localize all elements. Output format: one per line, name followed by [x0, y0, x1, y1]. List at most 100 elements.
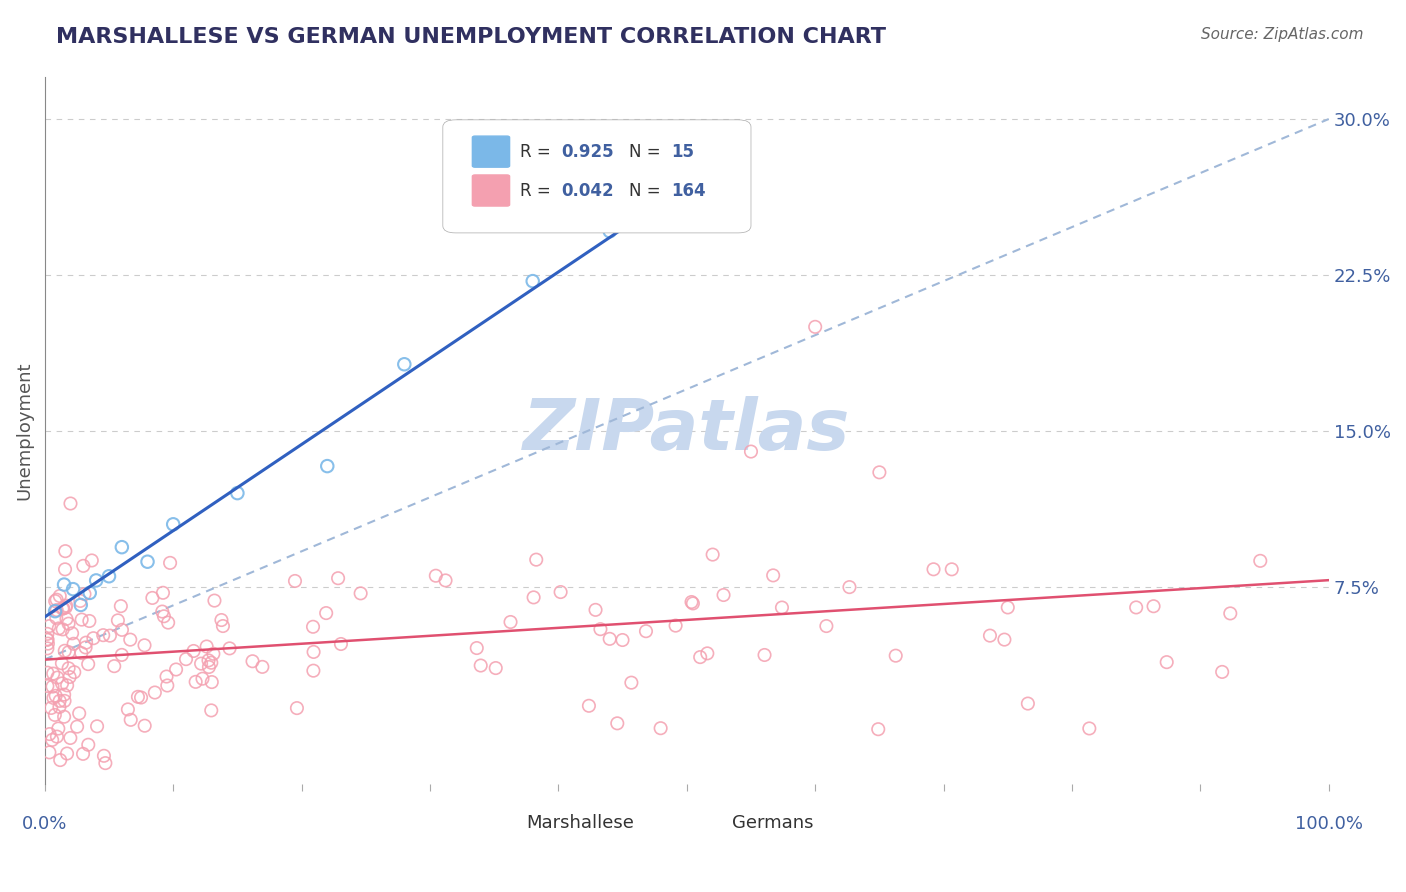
Point — [42, 666, 65, 681]
Point — [770, 600, 793, 615]
Point — [52, 623, 75, 637]
Text: Marshallese: Marshallese — [526, 814, 634, 832]
Point — [1125, 600, 1147, 615]
Point — [868, 722, 890, 736]
Point — [37, 627, 59, 641]
Point — [48, 622, 70, 636]
Point — [103, 659, 125, 673]
Point — [612, 633, 634, 648]
Point — [51, 676, 73, 690]
Point — [94, 756, 117, 771]
Text: R =: R = — [520, 181, 555, 200]
Point — [682, 596, 704, 610]
Point — [204, 593, 226, 607]
Point — [197, 653, 219, 667]
Point — [48, 700, 70, 714]
Point — [70, 613, 93, 627]
Point — [41, 680, 63, 694]
Point — [53, 688, 76, 702]
Point — [941, 562, 963, 576]
Point — [55, 612, 77, 626]
Text: 0.042: 0.042 — [561, 181, 613, 200]
Point — [316, 459, 339, 474]
Point — [585, 603, 607, 617]
Point — [77, 657, 100, 672]
FancyBboxPatch shape — [479, 807, 516, 838]
Point — [620, 675, 643, 690]
Point — [37, 632, 59, 647]
Point — [465, 641, 488, 656]
Point — [37, 637, 59, 651]
Point — [159, 556, 181, 570]
Point — [84, 574, 107, 588]
Point — [470, 658, 492, 673]
Point — [45, 603, 67, 617]
Point — [62, 637, 84, 651]
Point — [141, 591, 163, 605]
Point — [153, 609, 176, 624]
Point — [134, 719, 156, 733]
Point — [302, 664, 325, 678]
Point — [41, 732, 63, 747]
Point — [612, 174, 634, 188]
Point — [226, 486, 249, 500]
Point — [38, 745, 60, 759]
Point — [329, 637, 352, 651]
Point — [191, 672, 214, 686]
Point — [1249, 554, 1271, 568]
Point — [45, 689, 67, 703]
Point — [53, 710, 76, 724]
Point — [550, 585, 572, 599]
Point — [53, 577, 76, 591]
Point — [702, 548, 724, 562]
Point — [156, 678, 179, 692]
Point — [868, 466, 890, 480]
Point — [200, 656, 222, 670]
Point — [51, 657, 73, 671]
Point — [838, 580, 860, 594]
Text: R =: R = — [520, 143, 555, 161]
Point — [42, 690, 65, 705]
Point — [165, 663, 187, 677]
Point — [425, 568, 447, 582]
Point — [52, 601, 75, 615]
Point — [79, 586, 101, 600]
Point — [77, 738, 100, 752]
Point — [242, 654, 264, 668]
Point — [696, 646, 718, 660]
Point — [302, 645, 325, 659]
Point — [48, 694, 70, 708]
Point — [315, 606, 337, 620]
Point — [127, 690, 149, 704]
Point — [1156, 655, 1178, 669]
Point — [202, 647, 225, 661]
Point — [45, 592, 67, 607]
Point — [134, 638, 156, 652]
Point — [98, 569, 121, 583]
Point — [184, 674, 207, 689]
Point — [150, 605, 173, 619]
Point — [66, 720, 89, 734]
Point — [72, 747, 94, 761]
FancyBboxPatch shape — [443, 120, 751, 233]
Point — [1017, 697, 1039, 711]
Point — [350, 586, 373, 600]
Point — [183, 644, 205, 658]
Point — [58, 616, 80, 631]
Point — [75, 640, 97, 655]
Point — [155, 669, 177, 683]
Point — [69, 594, 91, 608]
Point — [46, 722, 69, 736]
Point — [129, 690, 152, 705]
Point — [59, 496, 82, 510]
Point — [73, 587, 96, 601]
Point — [997, 600, 1019, 615]
FancyBboxPatch shape — [472, 136, 509, 167]
Text: MARSHALLESE VS GERMAN UNEMPLOYMENT CORRELATION CHART: MARSHALLESE VS GERMAN UNEMPLOYMENT CORRE… — [56, 27, 886, 46]
Point — [195, 640, 218, 654]
Point — [55, 600, 77, 615]
Point — [209, 613, 232, 627]
Point — [37, 641, 59, 656]
Text: ZIPatlas: ZIPatlas — [523, 396, 851, 466]
Text: 100.0%: 100.0% — [1295, 815, 1362, 833]
